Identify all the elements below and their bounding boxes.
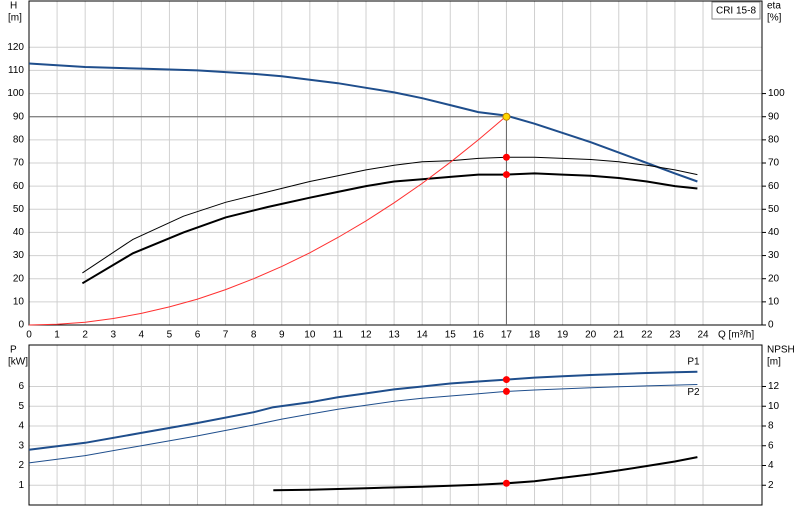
- y-axis-label: [m]: [8, 13, 22, 24]
- x-tick-label: 5: [167, 330, 173, 341]
- y-tick-label: 10: [13, 296, 25, 307]
- x-tick-label: 11: [333, 330, 344, 341]
- y-tick-label: 4: [18, 421, 24, 432]
- y-tick-label: 60: [13, 181, 25, 192]
- x-tick-label: 9: [279, 330, 285, 341]
- y-tick-label: 110: [8, 65, 24, 76]
- operating-point: [502, 479, 510, 487]
- plot-frame: [28, 344, 763, 506]
- curve: [28, 62, 698, 183]
- x-tick-label: 6: [195, 330, 201, 341]
- curve: [28, 370, 698, 451]
- x-tick-label: 18: [529, 330, 541, 341]
- y2-tick-label: 0: [768, 320, 774, 331]
- operating-point: [502, 153, 510, 161]
- x-tick-label: 16: [473, 330, 485, 341]
- y2-tick-label: 80: [768, 134, 780, 145]
- y-axis-label: H: [10, 1, 17, 12]
- x-tick-label: 15: [445, 330, 457, 341]
- y-tick-label: 0: [18, 320, 24, 331]
- y-tick-label: 120: [7, 42, 24, 53]
- x-tick-label: 2: [82, 330, 88, 341]
- x-tick-label: 0: [26, 330, 32, 341]
- y2-tick-label: 12: [768, 381, 780, 392]
- y2-tick-label: 10: [768, 401, 780, 412]
- y2-tick-label: 30: [768, 250, 780, 261]
- y2-axis-label: [m]: [767, 357, 781, 368]
- x-tick-label: 4: [139, 330, 145, 341]
- y2-tick-label: 100: [768, 88, 785, 99]
- y-tick-label: 6: [18, 381, 24, 392]
- y2-tick-label: 6: [768, 440, 774, 451]
- x-tick-label: 19: [557, 330, 569, 341]
- y2-tick-label: 60: [768, 181, 780, 192]
- x-tick-label: 23: [669, 330, 681, 341]
- x-tick-label: 14: [417, 330, 429, 341]
- plot-area: [29, 345, 762, 505]
- y2-tick-label: 8: [768, 421, 774, 432]
- y-tick-label: 50: [13, 204, 25, 215]
- series-label: P2: [687, 387, 700, 398]
- y2-tick-label: 20: [768, 273, 780, 284]
- operating-point: [502, 376, 510, 384]
- x-tick-label: 7: [223, 330, 229, 341]
- x-tick-label: 12: [360, 330, 372, 341]
- y2-tick-label: 10: [768, 296, 780, 307]
- series-label: P1: [687, 356, 700, 367]
- x-tick-label: 22: [641, 330, 653, 341]
- curve: [82, 156, 698, 274]
- x-tick-label: 1: [54, 330, 60, 341]
- y2-tick-label: 4: [768, 460, 774, 471]
- y2-tick-label: 90: [768, 111, 780, 122]
- x-tick-label: 8: [251, 330, 257, 341]
- y-tick-label: 20: [13, 273, 25, 284]
- y2-axis-label: [%]: [767, 13, 782, 24]
- legend-box: [711, 1, 761, 20]
- x-tick-label: 17: [501, 330, 513, 341]
- operating-point: [502, 387, 510, 395]
- y-tick-label: 1: [18, 480, 24, 491]
- plot-frame: [28, 0, 763, 326]
- curve: [28, 115, 507, 326]
- x-tick-label: 24: [697, 330, 709, 341]
- y2-tick-label: 70: [768, 158, 780, 169]
- y2-axis-label: NPSH: [767, 345, 795, 356]
- curve: [273, 456, 698, 492]
- y2-tick-label: 40: [768, 227, 780, 238]
- y-tick-label: 30: [13, 250, 25, 261]
- y2-tick-label: 50: [768, 204, 780, 215]
- y2-tick-label: 2: [768, 480, 774, 491]
- y-tick-label: 3: [18, 440, 24, 451]
- y-tick-label: 80: [13, 134, 25, 145]
- x-tick-label: 20: [585, 330, 597, 341]
- curve: [28, 384, 698, 464]
- y-tick-label: 90: [13, 111, 25, 122]
- x-tick-label: 13: [389, 330, 401, 341]
- x-tick-label: 21: [613, 330, 625, 341]
- curve: [81, 172, 698, 285]
- y-axis-label: P: [10, 345, 17, 356]
- y-tick-label: 70: [13, 158, 25, 169]
- y-tick-label: 40: [13, 227, 25, 238]
- legend-title: CRI 15-8: [716, 6, 756, 17]
- x-tick-label: 10: [304, 330, 316, 341]
- x-axis-label: Q [m³/h]: [718, 330, 754, 341]
- operating-point: [502, 112, 511, 121]
- y-axis-label: [kW]: [8, 357, 28, 368]
- y-tick-label: 2: [18, 460, 24, 471]
- y-tick-label: 100: [7, 88, 24, 99]
- y-tick-label: 5: [18, 401, 24, 412]
- operating-point: [502, 171, 510, 179]
- x-tick-label: 3: [110, 330, 116, 341]
- y2-axis-label: eta: [767, 1, 781, 12]
